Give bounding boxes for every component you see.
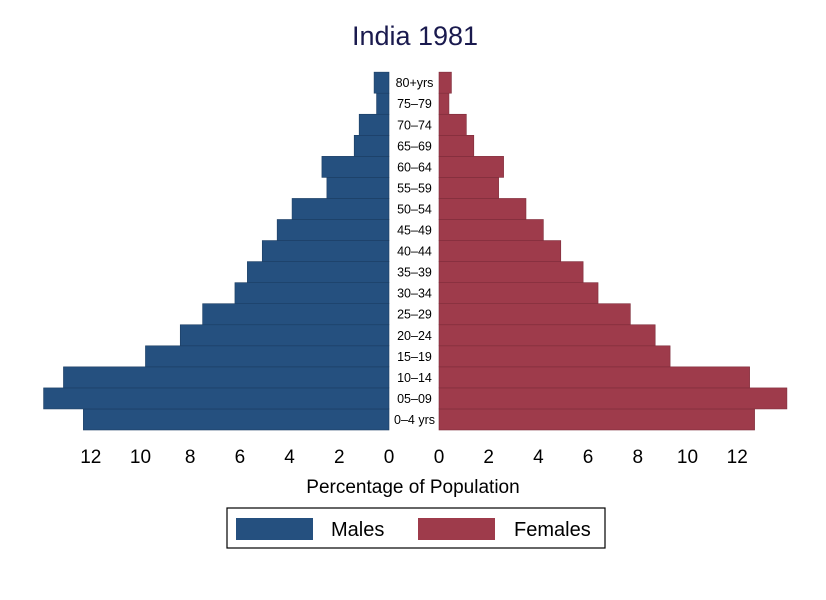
age-label-11: 55–59 xyxy=(397,181,432,195)
x-tick-right-0: 0 xyxy=(434,447,445,468)
x-axis-label: Percentage of Population xyxy=(306,477,519,498)
chart-title: India 1981 xyxy=(352,21,478,51)
x-tick-left-0: 12 xyxy=(80,447,101,468)
legend: Males Females xyxy=(226,507,606,549)
male-bar-3 xyxy=(145,345,390,368)
male-bar-2 xyxy=(63,366,390,389)
legend-label-females: Females xyxy=(514,519,591,541)
female-bar-7 xyxy=(438,261,584,283)
male-bar-8 xyxy=(261,240,390,262)
male-bar-7 xyxy=(247,261,390,283)
male-bar-16 xyxy=(373,71,390,94)
x-tick-right-1: 2 xyxy=(483,447,494,468)
female-bar-8 xyxy=(438,240,562,262)
female-bar-9 xyxy=(438,219,544,241)
x-tick-right-5: 10 xyxy=(677,447,698,468)
male-bar-15 xyxy=(376,92,390,115)
male-bar-12 xyxy=(321,156,390,178)
legend-label-males: Males xyxy=(331,519,384,541)
x-tick-right-3: 6 xyxy=(583,447,594,468)
age-label-9: 45–49 xyxy=(397,224,432,238)
male-bars-group xyxy=(43,71,390,431)
male-bar-1 xyxy=(43,387,390,410)
female-bar-5 xyxy=(438,303,631,326)
legend-swatch-males xyxy=(236,518,313,540)
female-bar-3 xyxy=(438,345,671,368)
age-label-8: 40–44 xyxy=(397,245,432,259)
x-tick-left-5: 2 xyxy=(334,447,345,468)
age-label-15: 75–79 xyxy=(397,97,432,111)
age-labels-group: 0–4 yrs 05–09 10–14 15–19 20–24 25–29 30–34 35–… xyxy=(394,76,435,427)
x-tick-right-4: 8 xyxy=(633,447,644,468)
x-ticks-left-group: 12 10 8 6 4 2 0 xyxy=(80,447,394,468)
x-tick-left-1: 10 xyxy=(130,447,151,468)
male-bar-5 xyxy=(202,303,390,326)
age-label-6: 30–34 xyxy=(397,287,432,301)
female-bar-13 xyxy=(438,135,475,157)
male-bar-14 xyxy=(358,113,390,136)
male-bar-13 xyxy=(353,135,390,157)
female-bar-16 xyxy=(438,71,452,94)
male-bar-6 xyxy=(234,282,390,304)
female-bar-6 xyxy=(438,282,599,304)
legend-swatch-females xyxy=(418,518,495,540)
female-bar-2 xyxy=(438,366,750,389)
female-bar-10 xyxy=(438,198,527,220)
x-ticks-right-group: 0 2 4 6 8 10 12 xyxy=(434,447,748,468)
x-tick-right-2: 4 xyxy=(533,447,544,468)
female-bar-15 xyxy=(438,92,450,115)
male-bar-9 xyxy=(276,219,390,241)
female-bars-group xyxy=(438,71,788,431)
female-bar-14 xyxy=(438,113,467,136)
female-bar-4 xyxy=(438,324,656,347)
male-bar-4 xyxy=(179,324,390,347)
female-bar-0 xyxy=(438,408,755,431)
age-label-10: 50–54 xyxy=(397,202,432,216)
age-label-3: 15–19 xyxy=(397,350,432,364)
x-tick-left-6: 0 xyxy=(384,447,395,468)
age-label-4: 20–24 xyxy=(397,329,432,343)
age-label-13: 65–69 xyxy=(397,139,432,153)
age-label-14: 70–74 xyxy=(397,118,432,132)
x-tick-left-3: 6 xyxy=(235,447,246,468)
age-label-1: 05–09 xyxy=(397,392,432,406)
x-tick-left-2: 8 xyxy=(185,447,196,468)
female-bar-11 xyxy=(438,177,499,199)
age-label-12: 60–64 xyxy=(397,160,432,174)
female-bar-12 xyxy=(438,156,504,178)
age-label-16: 80+yrs xyxy=(396,76,434,90)
x-tick-left-4: 4 xyxy=(284,447,295,468)
male-bar-0 xyxy=(83,408,390,431)
male-bar-11 xyxy=(326,177,390,199)
age-label-5: 25–29 xyxy=(397,308,432,322)
x-tick-right-6: 12 xyxy=(727,447,748,468)
age-label-0: 0–4 yrs xyxy=(394,413,435,427)
age-label-7: 35–39 xyxy=(397,266,432,280)
male-bar-10 xyxy=(291,198,390,220)
age-label-2: 10–14 xyxy=(397,371,432,385)
female-bar-1 xyxy=(438,387,788,410)
